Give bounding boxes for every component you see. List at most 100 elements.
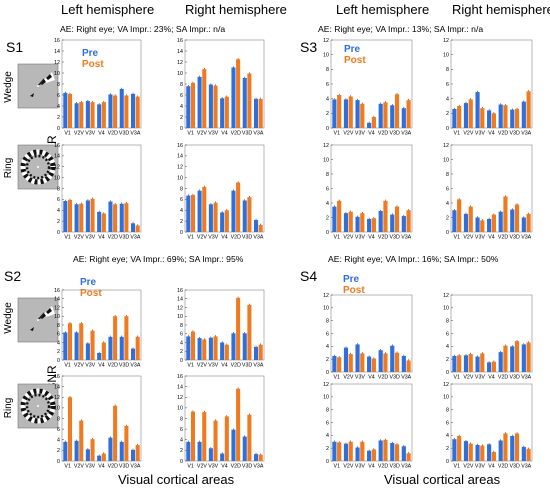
xtick-label-s3-wedge-left-v3v: V3V xyxy=(355,131,365,137)
ytick-label-s3-ring-right: 6 xyxy=(446,186,449,192)
bar-post-s4-wedge-right-v1 xyxy=(457,355,462,372)
bar-post-s4-wedge-left-v1 xyxy=(337,357,342,372)
ytick-label-s1-wedge-right: 6 xyxy=(180,93,183,99)
subject-label-s3: S3 xyxy=(300,39,317,55)
bar-pre-s4-ring-right-v2v xyxy=(463,441,469,461)
bar-pre-s2-wedge-right-v3d xyxy=(242,333,247,360)
bar-pre-s3-wedge-right-v2v xyxy=(463,103,469,128)
bar-post-s1-ring-left-v3a xyxy=(135,225,140,232)
ytick-label-s3-ring-right: 2 xyxy=(446,215,449,221)
xtick-label-s1-ring-left-v2v: V2V xyxy=(74,235,84,241)
bar-post-s3-wedge-right-v4 xyxy=(491,113,496,128)
bar-pre-s2-wedge-right-v1 xyxy=(186,336,191,360)
ytick-label-s2-wedge-right: 14 xyxy=(177,297,183,303)
bar-post-s3-wedge-left-v2v xyxy=(348,96,353,128)
ytick-label-s1-wedge-right: 16 xyxy=(177,38,183,44)
legend-pre-s4: Pre xyxy=(343,274,360,285)
bar-post-s1-wedge-right-v2v xyxy=(202,69,207,128)
bar-pre-s2-wedge-left-v3v xyxy=(85,343,90,360)
bar-pre-s4-wedge-left-v3v xyxy=(355,344,360,372)
bar-pre-s3-ring-right-v3d xyxy=(510,209,515,232)
bar-pre-s1-wedge-right-v2d xyxy=(231,67,236,128)
xtick-label-s4-wedge-right-v3a: V3A xyxy=(521,375,531,381)
bar-post-s3-wedge-right-v2v xyxy=(468,99,473,128)
bar-pre-s2-ring-left-v3v xyxy=(85,449,90,461)
header-right-hemisphere-s1: Right hemisphere xyxy=(185,2,287,17)
bar-pre-s2-ring-left-v1 xyxy=(63,441,68,461)
xtick-label-s1-wedge-right-v3a: V3A xyxy=(253,131,263,137)
bar-post-s4-ring-left-v1 xyxy=(337,442,342,461)
bar-pre-s4-ring-right-v4 xyxy=(487,444,492,461)
xtick-label-s2-ring-right-v1: V1 xyxy=(187,464,194,470)
xtick-label-s1-wedge-left-v3a: V3A xyxy=(130,131,140,137)
ytick-label-s1-wedge-right: 8 xyxy=(180,82,183,88)
ytick-label-s2-ring-left: 6 xyxy=(57,427,60,433)
bar-post-s2-wedge-left-v4 xyxy=(101,342,106,360)
bar-post-s4-ring-right-v3v xyxy=(480,445,485,461)
panel-frame-s4-wedge-left xyxy=(330,294,413,373)
ytick-label-s2-wedge-left: 0 xyxy=(57,358,60,364)
xtick-label-s4-ring-left-v3v: V3V xyxy=(355,464,365,470)
legend-s4: Pre Post xyxy=(343,274,365,296)
xtick-label-s3-wedge-right-v4: V4 xyxy=(488,131,495,137)
ytick-label-s2-wedge-right: 12 xyxy=(177,305,183,311)
info-s2: AE: Right eye; VA Impr.: 69%; SA Impr.: … xyxy=(73,254,244,264)
xlabel-right-block: Visual cortical areas xyxy=(384,472,501,487)
xtick-label-s3-wedge-right-v2d: V2D xyxy=(498,131,508,137)
xtick-label-s2-wedge-right-v3d: V3D xyxy=(242,363,252,369)
panel-s3-wedge-left: 0 2 4 6 8 10 12 V1 V2V V3V V4 V2D V3D V3A xyxy=(323,38,413,137)
xtick-label-s4-wedge-left-v2d: V2D xyxy=(378,375,388,381)
xtick-label-s3-ring-right-v3a: V3A xyxy=(521,235,531,241)
bar-pre-s4-wedge-right-v2d xyxy=(498,352,503,372)
bar-pre-s3-wedge-left-v1 xyxy=(332,99,337,128)
bar-pre-s3-wedge-left-v3a xyxy=(401,108,406,128)
bar-pre-s2-ring-right-v3d xyxy=(242,436,247,461)
panel-frame-s2-ring-left xyxy=(61,375,142,462)
ytick-label-s3-ring-left: 8 xyxy=(326,172,329,178)
bar-pre-s4-wedge-left-v3d xyxy=(390,345,395,372)
bar-post-s4-wedge-right-v4 xyxy=(491,361,496,372)
xtick-label-s4-ring-left-v3a: V3A xyxy=(401,464,411,470)
ytick-label-s1-wedge-left: 0 xyxy=(57,126,60,132)
xtick-label-s3-ring-left-v3a: V3A xyxy=(401,235,411,241)
bar-pre-s1-ring-left-v3d xyxy=(119,203,124,232)
bar-pre-s1-ring-left-v2d xyxy=(108,201,113,232)
xtick-label-s4-wedge-left-v3a: V3A xyxy=(401,375,411,381)
bar-post-s2-ring-left-v2v xyxy=(79,420,84,461)
bar-post-s1-ring-right-v2d xyxy=(236,182,241,232)
bar-post-s1-ring-left-v4 xyxy=(101,213,106,232)
bar-post-s3-wedge-left-v3v xyxy=(360,103,365,128)
legend-s1: Pre Post xyxy=(82,48,104,70)
ytick-label-s1-wedge-right: 10 xyxy=(177,71,183,77)
ytick-label-s1-wedge-left: 2 xyxy=(57,115,60,121)
ytick-label-s2-ring-right: 12 xyxy=(177,395,183,401)
panel-frame-s4-ring-right xyxy=(450,383,533,462)
bar-pre-s3-wedge-right-v1 xyxy=(452,108,457,128)
bar-post-s1-ring-left-v2d xyxy=(113,204,118,232)
xtick-label-s2-ring-left-v2d: V2D xyxy=(108,464,118,470)
xtick-label-s1-wedge-left-v2v: V2V xyxy=(74,131,84,137)
bar-post-s3-wedge-left-v3d xyxy=(394,94,400,128)
bar-pre-s3-ring-right-v2v xyxy=(463,213,469,232)
xtick-label-s4-ring-left-v3d: V3D xyxy=(389,464,399,470)
xtick-label-s2-ring-left-v3v: V3V xyxy=(85,464,95,470)
xtick-label-s4-wedge-right-v3v: V3V xyxy=(475,375,485,381)
ytick-label-s2-wedge-left: 12 xyxy=(54,305,60,311)
bar-pre-s1-ring-left-v2v xyxy=(74,204,79,232)
bar-pre-s3-wedge-left-v2v xyxy=(343,99,349,128)
bar-post-s1-ring-left-v1 xyxy=(67,199,73,232)
xtick-label-s4-wedge-right-v3d: V3D xyxy=(509,375,519,381)
xtick-label-s4-ring-right-v4: V4 xyxy=(488,464,495,470)
ytick-label-s3-wedge-right: 8 xyxy=(446,67,449,73)
xtick-label-s1-ring-right-v4: V4 xyxy=(221,235,228,241)
ytick-label-s1-ring-right: 4 xyxy=(180,208,183,214)
panel-s4-ring-left: 0 2 4 6 8 10 12 V1 V2V V3V V4 V2D V3D V3A xyxy=(323,382,413,470)
bar-post-s1-wedge-right-v3d xyxy=(247,73,252,128)
ring-stimulus-thumbnail-s1 xyxy=(17,144,59,190)
xtick-label-s1-ring-right-v1: V1 xyxy=(187,235,194,241)
bar-post-s1-wedge-left-v2d xyxy=(113,95,118,128)
bar-pre-s4-wedge-right-v4 xyxy=(487,362,492,372)
bar-pre-s4-wedge-left-v2d xyxy=(378,350,383,372)
ytick-label-s1-ring-right: 0 xyxy=(180,230,183,236)
